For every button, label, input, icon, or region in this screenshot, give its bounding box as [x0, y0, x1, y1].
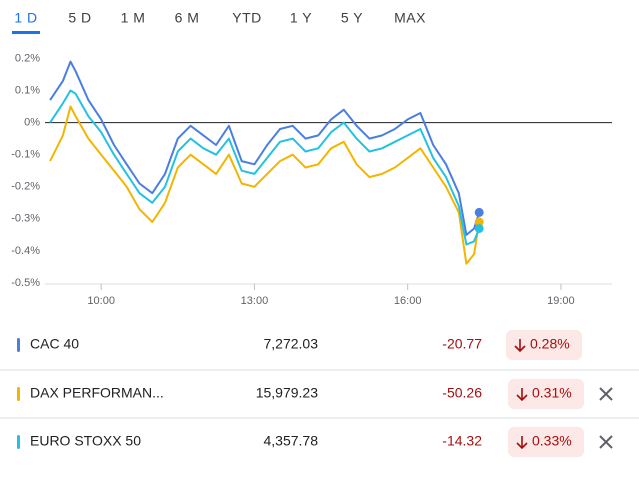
range-tab[interactable]: 5 Y [341, 10, 363, 26]
remove-button[interactable] [599, 387, 613, 401]
remove-button[interactable] [599, 435, 613, 449]
range-tab[interactable]: 1 M [121, 10, 146, 26]
end-dot [474, 223, 484, 233]
index-price: 15,979.23 [256, 385, 318, 401]
series-marker [17, 338, 20, 352]
y-tick-label: 0.2% [15, 52, 40, 64]
series-marker [17, 387, 20, 401]
x-tick-label: 13:00 [241, 295, 269, 307]
percent-pill [508, 427, 584, 457]
y-tick-label: -0.3% [11, 213, 40, 225]
y-tick-label: -0.4% [11, 245, 40, 257]
series-marker [17, 435, 20, 449]
index-price: 7,272.03 [264, 336, 319, 352]
index-change: -14.32 [442, 433, 482, 449]
range-tab[interactable]: 1 Y [290, 10, 312, 26]
percent-pill [508, 379, 584, 409]
price-line [49, 105, 481, 265]
range-tab[interactable]: 1 D [14, 10, 37, 26]
down-arrow [516, 388, 528, 402]
index-price: 4,357.78 [264, 433, 319, 449]
x-tick-label: 19:00 [547, 295, 575, 307]
y-tick-label: -0.1% [11, 149, 40, 161]
price-line [49, 60, 481, 236]
percent-change: 0.28% [530, 336, 570, 352]
price-line [49, 89, 481, 246]
y-tick-label: 0% [24, 116, 40, 128]
end-dot [474, 217, 484, 227]
percent-change: 0.31% [532, 385, 572, 401]
y-tick-label: -0.2% [11, 181, 40, 193]
percent-change: 0.33% [532, 433, 572, 449]
range-tab[interactable]: YTD [232, 10, 262, 26]
down-arrow [514, 339, 526, 353]
index-change: -20.77 [442, 336, 482, 352]
percent-pill [506, 330, 582, 360]
index-name: EURO STOXX 50 [30, 433, 141, 449]
range-tab[interactable]: 6 M [175, 10, 200, 26]
index-name: DAX PERFORMAN... [30, 385, 164, 401]
range-tab[interactable]: 5 D [68, 10, 91, 26]
y-tick-label: -0.5% [11, 277, 40, 289]
tab-underline [12, 31, 40, 34]
end-dot [474, 207, 484, 217]
down-arrow [516, 436, 528, 450]
x-tick-label: 16:00 [394, 295, 422, 307]
range-tab[interactable]: MAX [394, 10, 426, 26]
index-name: CAC 40 [30, 336, 79, 352]
y-tick-label: 0.1% [15, 84, 40, 96]
x-tick-label: 10:00 [87, 295, 115, 307]
index-change: -50.26 [442, 385, 482, 401]
